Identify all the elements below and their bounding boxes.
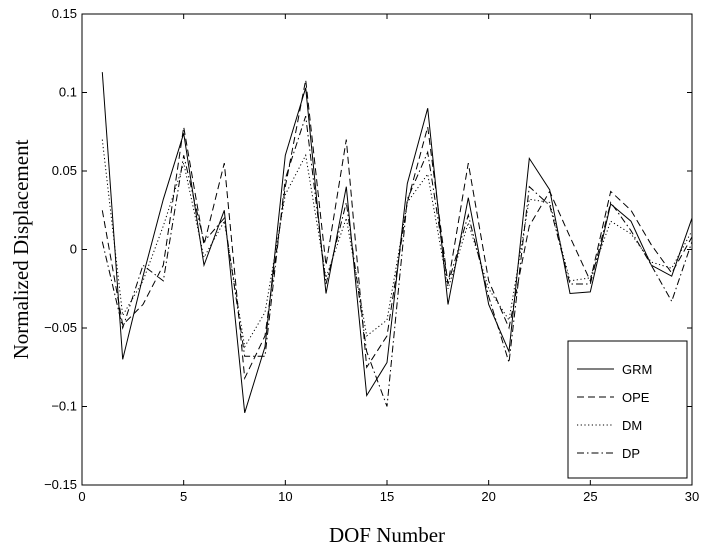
series-line-grm — [101, 72, 693, 413]
legend-label-dm: DM — [622, 418, 642, 433]
y-tick-label: 0.1 — [59, 85, 77, 100]
axis-tick-labels: 0 5 10 15 20 25 30 −0.15 −0.1 −0.05 0 0.05 0.1 0.15 — [44, 6, 699, 504]
y-tick-label: 0 — [70, 242, 77, 257]
series-line-dp — [101, 115, 693, 407]
plot-lines — [101, 72, 693, 413]
axis-ticks — [81, 13, 693, 486]
legend: GRM OPE DM DP — [567, 340, 688, 479]
x-tick-label: 20 — [481, 489, 495, 504]
legend-box — [567, 340, 688, 479]
y-tick-label: 0.05 — [52, 163, 77, 178]
legend-label-ope: OPE — [622, 390, 650, 405]
x-tick-label: 30 — [685, 489, 699, 504]
y-tick-label: −0.15 — [44, 477, 77, 492]
legend-label-grm: GRM — [622, 362, 652, 377]
y-tick-label: 0.15 — [52, 6, 77, 21]
x-axis-title: DOF Number — [329, 523, 445, 547]
y-axis-title: Normalized Displacement — [9, 139, 33, 359]
x-tick-label: 5 — [180, 489, 187, 504]
legend-label-dp: DP — [622, 446, 640, 461]
x-tick-label: 0 — [78, 489, 85, 504]
y-tick-label: −0.05 — [44, 320, 77, 335]
x-tick-label: 10 — [278, 489, 292, 504]
x-tick-label: 25 — [583, 489, 597, 504]
y-tick-label: −0.1 — [51, 399, 77, 414]
series-line-dm — [101, 139, 693, 349]
x-tick-label: 15 — [380, 489, 394, 504]
series-line-ope — [101, 79, 693, 381]
